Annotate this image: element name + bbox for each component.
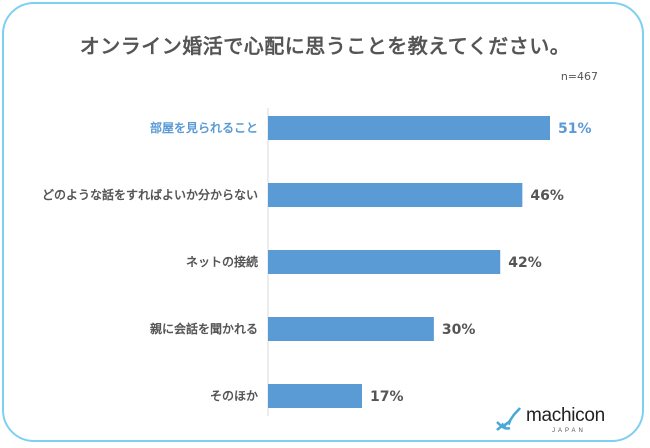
- bar-4: [268, 384, 362, 408]
- value-label-1: 46%: [530, 188, 564, 204]
- category-label-0: 部屋を見られること: [150, 120, 258, 135]
- logo-word: machicon: [526, 405, 605, 426]
- category-label-4: そのほか: [210, 389, 258, 403]
- value-label-3: 30%: [442, 322, 476, 338]
- bar-3: [268, 317, 434, 341]
- value-label-2: 42%: [508, 255, 542, 271]
- logo-subword: JAPAN: [552, 428, 586, 434]
- machicon-logo: machicon JAPAN: [494, 404, 614, 442]
- bar-0: [268, 116, 550, 140]
- sample-size: n=467: [560, 70, 598, 83]
- chart-title: オンライン婚活で心配に思うことを教えてください。: [79, 34, 571, 58]
- chart-frame: [2, 2, 644, 442]
- category-label-2: ネットの接続: [186, 254, 258, 269]
- category-label-3: 親に会話を聞かれる: [150, 321, 258, 336]
- bar-1: [268, 183, 523, 207]
- value-label-0: 51%: [558, 121, 592, 137]
- value-label-4: 17%: [370, 389, 404, 405]
- bar-2: [268, 250, 501, 274]
- category-label-1: どのような話をすればよいか分からない: [42, 187, 258, 202]
- dna-helix-icon: [496, 407, 522, 431]
